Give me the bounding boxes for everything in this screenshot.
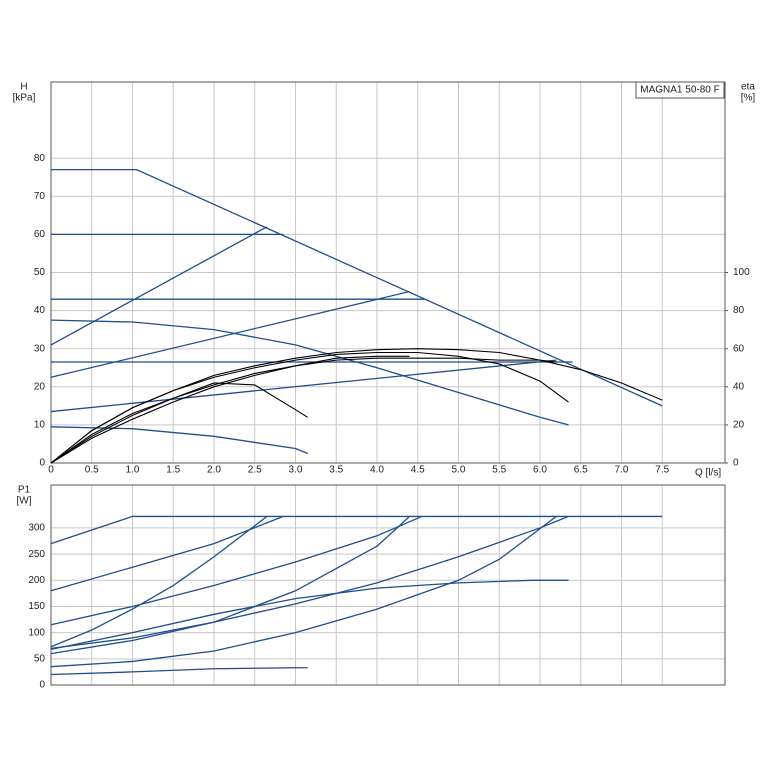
curve — [50, 579, 569, 651]
y2-tick-label: 40 — [733, 381, 745, 392]
y-tick-label: 0 — [39, 680, 45, 691]
x-tick-label: 4.5 — [411, 465, 425, 476]
x-tick-label: 5.0 — [452, 465, 466, 476]
y2-tick-label: 100 — [733, 267, 750, 278]
curve — [50, 667, 308, 676]
y-tick-label: 10 — [34, 420, 46, 431]
y-axis-label: H — [20, 82, 27, 93]
curve — [50, 351, 569, 464]
y2-tick-label: 0 — [733, 458, 739, 469]
y-axis-label: P1 — [18, 485, 31, 496]
x-tick-label: 0.5 — [85, 465, 99, 476]
y-tick-label: 100 — [28, 627, 45, 638]
y2-axis-label: eta — [741, 82, 755, 93]
curve — [50, 357, 557, 464]
curve — [50, 359, 557, 413]
y-tick-label: 40 — [34, 305, 46, 316]
curve — [50, 515, 423, 626]
curve — [50, 355, 410, 464]
x-tick-label: 3.5 — [329, 465, 343, 476]
y2-tick-label: 80 — [733, 305, 745, 316]
curve — [50, 515, 268, 648]
annotation-box — [635, 81, 725, 99]
x-tick-label: 2.0 — [207, 465, 221, 476]
curve — [50, 515, 663, 545]
y-tick-label: 200 — [28, 575, 45, 586]
x-tick-label: 0 — [48, 465, 54, 476]
curve — [50, 290, 410, 378]
curve — [50, 319, 569, 426]
curve — [50, 515, 557, 668]
curve — [50, 426, 308, 455]
curve — [50, 348, 663, 464]
y-tick-label: 70 — [34, 191, 46, 202]
y-tick-label: 30 — [34, 343, 46, 354]
x-tick-label: 3.0 — [289, 465, 303, 476]
y-axis-unit: [kPa] — [13, 93, 36, 104]
curve — [51, 168, 663, 407]
x-tick-label: 6.5 — [574, 465, 588, 476]
y2-axis-unit: [%] — [741, 93, 756, 104]
x-tick-label: 1.0 — [126, 465, 140, 476]
y-tick-label: 20 — [34, 381, 46, 392]
y-tick-label: 80 — [34, 153, 46, 164]
x-tick-label: 4.0 — [370, 465, 384, 476]
plot-frame — [50, 81, 726, 464]
y-tick-label: 0 — [39, 458, 45, 469]
curve — [50, 382, 309, 464]
x-tick-label: 6.0 — [533, 465, 547, 476]
y-tick-label: 50 — [34, 653, 46, 664]
x-tick-label: 7.5 — [655, 465, 669, 476]
y-tick-label: 250 — [28, 549, 45, 560]
y2-tick-label: 20 — [733, 420, 745, 431]
y-tick-label: 50 — [34, 267, 46, 278]
x-tick-label: 7.0 — [615, 465, 629, 476]
x-axis-label: Q [l/s] — [695, 468, 721, 479]
y2-tick-label: 60 — [733, 343, 745, 354]
x-tick-label: 1.5 — [166, 465, 180, 476]
x-tick-label: 2.5 — [248, 465, 262, 476]
annotation: MAGNA1 50-80 F — [640, 85, 719, 96]
x-tick-label: 5.5 — [492, 465, 506, 476]
y-axis-unit: [W] — [17, 496, 32, 507]
plot-frame — [50, 484, 726, 686]
y-tick-label: 150 — [28, 601, 45, 612]
y-tick-label: 300 — [28, 523, 45, 534]
curve — [50, 226, 268, 346]
y-tick-label: 60 — [34, 229, 46, 240]
